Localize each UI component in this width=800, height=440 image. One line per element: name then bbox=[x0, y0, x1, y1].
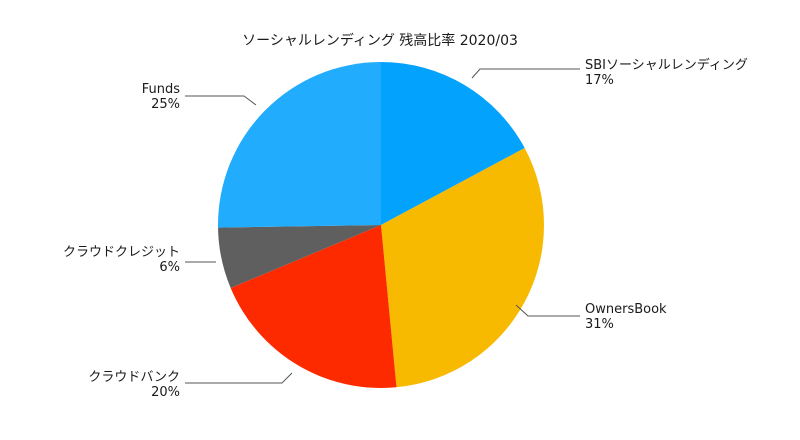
pie-slice bbox=[218, 225, 381, 288]
slice-name-label: Funds bbox=[142, 82, 180, 97]
pie-slice bbox=[218, 62, 381, 228]
slice-percent-label: 20% bbox=[151, 385, 180, 400]
pie-slice bbox=[230, 225, 397, 388]
slice-percent-label: 31% bbox=[585, 317, 614, 332]
slice-name-label: クラウドバンク bbox=[88, 370, 180, 385]
leader-line bbox=[471, 68, 580, 79]
slice-percent-label: 6% bbox=[159, 260, 180, 275]
slice-percent-label: 25% bbox=[151, 97, 180, 112]
slice-name-label: OwnersBook bbox=[585, 302, 667, 317]
pie-slice bbox=[381, 62, 525, 225]
slice-name-label: SBIソーシャルレンディング bbox=[585, 57, 748, 73]
pie-slice bbox=[381, 148, 544, 388]
leader-line bbox=[185, 372, 293, 384]
leader-line bbox=[185, 95, 257, 106]
slice-percent-label: 17% bbox=[585, 73, 614, 88]
leader-line bbox=[515, 304, 580, 317]
slice-name-label: クラウドクレジット bbox=[63, 245, 180, 260]
pie-slices bbox=[218, 62, 544, 388]
chart-title: ソーシャルレンディング 残高比率 2020/03 bbox=[242, 32, 518, 49]
